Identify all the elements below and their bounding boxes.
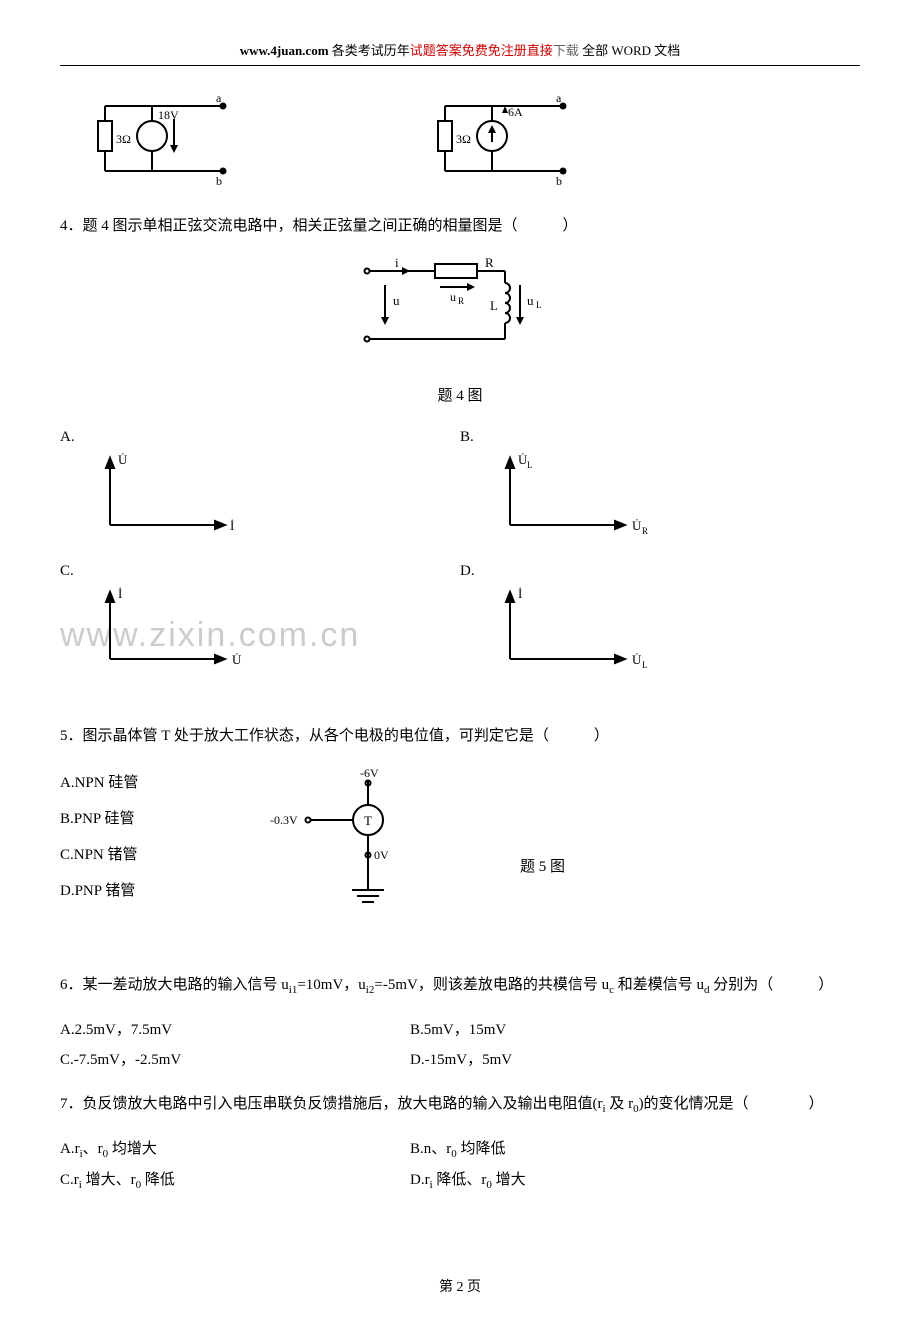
q4-circuit-diagram: i R u R L u L — [355, 255, 565, 370]
svg-text:u: u — [393, 293, 400, 308]
svg-text:a: a — [556, 91, 562, 105]
circuit-right: a 3Ω 6A b — [430, 91, 570, 191]
q5-caption: 题 5 图 — [520, 809, 565, 876]
q5-option-b: B.PNP 硅管 — [60, 801, 240, 837]
svg-text:b: b — [556, 174, 562, 188]
svg-text:R: R — [485, 255, 494, 270]
svg-text:3Ω: 3Ω — [116, 132, 131, 146]
option-d-label: D. — [460, 563, 475, 579]
svg-text:i: i — [395, 255, 399, 270]
q4-text: 4．题 4 图示单相正弦交流电路中，相关正弦量之间正确的相量图是（ ） — [60, 218, 578, 234]
svg-text:T: T — [364, 813, 372, 828]
phasor-b: U̇ L U̇ R — [490, 450, 860, 545]
q4-option-b: B. U̇ L U̇ R — [460, 429, 860, 557]
svg-text:İ: İ — [518, 586, 522, 601]
svg-text:İ: İ — [230, 518, 234, 533]
page-footer: 第 2 页 — [60, 1276, 860, 1296]
circuit-left: a 3Ω 18V — [90, 91, 230, 191]
q4-options-row1: A. U̇ İ B. — [60, 429, 860, 557]
q4-options-row2: C. İ U̇ D. — [60, 563, 860, 691]
header-tail: 全部 WORD 文档 — [579, 43, 680, 58]
option-c-label: C. — [60, 563, 74, 579]
option-b-label: B. — [460, 429, 474, 445]
svg-text:U̇: U̇ — [232, 652, 242, 667]
q7-b: B.n、r0 均降低 — [410, 1134, 860, 1165]
svg-text:U̇: U̇ — [632, 518, 642, 533]
q6-c: C.-7.5mV，-2.5mV — [60, 1045, 410, 1075]
header-mid: 各类考试历年 — [329, 43, 410, 58]
question-5: 5．图示晶体管 T 处于放大工作状态，从各个电极的电位值，可判定它是（ ） — [60, 721, 860, 751]
header-url: www.4juan.com — [240, 43, 329, 58]
svg-text:b: b — [216, 174, 222, 188]
q5-option-d: D.PNP 锗管 — [60, 873, 240, 909]
q7-row1: A.ri、r0 均增大 B.n、r0 均降低 — [60, 1134, 860, 1165]
q7-d: D.ri 降低、r0 增大 — [410, 1165, 860, 1196]
phasor-c: İ U̇ — [90, 584, 460, 679]
question-4: 4．题 4 图示单相正弦交流电路中，相关正弦量之间正确的相量图是（ ） — [60, 211, 860, 241]
phasor-d: İ U̇ L — [490, 584, 860, 679]
q4-option-a: A. U̇ İ — [60, 429, 460, 557]
q6-text: 6．某一差动放大电路的输入信号 ui1=10mV，ui2=-5mV，则该差放电路… — [60, 977, 833, 993]
q6-d: D.-15mV，5mV — [410, 1045, 860, 1075]
svg-text:18V: 18V — [158, 108, 179, 122]
svg-text:R: R — [642, 526, 648, 536]
svg-text:U̇: U̇ — [632, 652, 642, 667]
q6-row1: A.2.5mV，7.5mV B.5mV，15mV — [60, 1015, 860, 1045]
q5-option-a: A.NPN 硅管 — [60, 765, 240, 801]
svg-text:İ: İ — [118, 586, 122, 601]
svg-text:-6V: -6V — [360, 766, 379, 780]
q4-option-d: D. İ U̇ L — [460, 563, 860, 691]
svg-text:U̇: U̇ — [118, 452, 128, 467]
phasor-a: U̇ İ — [90, 450, 460, 545]
svg-text:R: R — [458, 296, 464, 306]
svg-text:u: u — [527, 293, 534, 308]
q5-text: 5．图示晶体管 T 处于放大工作状态，从各个电极的电位值，可判定它是（ ） — [60, 728, 609, 744]
q4-option-c: C. İ U̇ — [60, 563, 460, 691]
svg-text:6A: 6A — [508, 105, 523, 119]
q5-diagram: -6V T -0.3V 0V — [260, 765, 460, 920]
option-a-label: A. — [60, 429, 75, 445]
q5-options: A.NPN 硅管 B.PNP 硅管 C.NPN 锗管 D.PNP 锗管 — [60, 765, 240, 920]
q5-option-c: C.NPN 锗管 — [60, 837, 240, 873]
header-grey: 下载 — [553, 43, 579, 58]
svg-text:L: L — [642, 660, 648, 670]
q7-c: C.ri 增大、r0 降低 — [60, 1165, 410, 1196]
q7-a: A.ri、r0 均增大 — [60, 1134, 410, 1165]
header-red: 试题答案免费免注册直接 — [410, 43, 553, 58]
question-7: 7．负反馈放大电路中引入电压串联负反馈措施后，放大电路的输入及输出电阻值(ri … — [60, 1089, 860, 1120]
q7-text: 7．负反馈放大电路中引入电压串联负反馈措施后，放大电路的输入及输出电阻值(ri … — [60, 1096, 824, 1112]
q6-row2: C.-7.5mV，-2.5mV D.-15mV，5mV — [60, 1045, 860, 1075]
q5-block: A.NPN 硅管 B.PNP 硅管 C.NPN 锗管 D.PNP 锗管 -6V … — [60, 765, 860, 920]
svg-text:L: L — [490, 298, 498, 313]
svg-text:3Ω: 3Ω — [456, 132, 471, 146]
q4-caption: 题 4 图 — [60, 384, 860, 405]
circuit-diagrams-row: a 3Ω 18V — [90, 91, 860, 191]
svg-text:-0.3V: -0.3V — [270, 813, 298, 827]
svg-text:L: L — [536, 300, 542, 310]
svg-text:u: u — [450, 290, 456, 304]
svg-text:0V: 0V — [374, 848, 389, 862]
svg-text:a: a — [216, 91, 222, 105]
q6-a: A.2.5mV，7.5mV — [60, 1015, 410, 1045]
svg-text:L: L — [527, 460, 533, 470]
q6-b: B.5mV，15mV — [410, 1015, 860, 1045]
q7-row2: C.ri 增大、r0 降低 D.ri 降低、r0 增大 — [60, 1165, 860, 1196]
question-6: 6．某一差动放大电路的输入信号 ui1=10mV，ui2=-5mV，则该差放电路… — [60, 970, 860, 1001]
page-header: www.4juan.com 各类考试历年试题答案免费免注册直接下载 全部 WOR… — [60, 40, 860, 66]
